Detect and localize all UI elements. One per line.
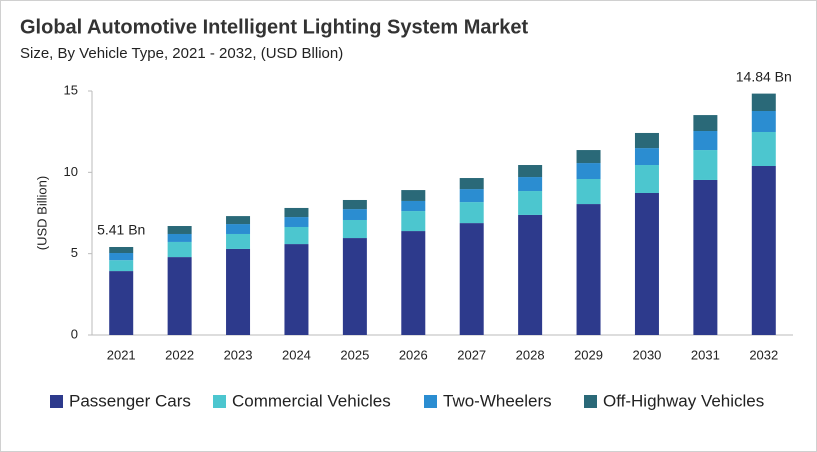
bar-segment (167, 226, 192, 234)
bar-segment (342, 238, 367, 335)
bar-segment (167, 233, 192, 242)
bar-segment (167, 257, 192, 335)
bar-segment (401, 211, 426, 232)
x-tick-label: 2025 (340, 347, 369, 362)
legend-swatch (50, 395, 63, 408)
bar-segment (342, 199, 367, 210)
bar-segment (634, 192, 659, 335)
bar-segment (284, 244, 309, 335)
legend-swatch (213, 395, 226, 408)
bar-segment (693, 179, 718, 335)
x-tick-label: 2030 (632, 347, 661, 362)
bar-segment (576, 150, 601, 164)
bar-segment (693, 115, 718, 132)
bar-segment (459, 223, 484, 335)
bar-segment (518, 177, 543, 192)
bar-segment (342, 219, 367, 239)
legend-label: Two-Wheelers (443, 391, 552, 410)
bar-segment (518, 165, 543, 178)
bar-segment (401, 200, 426, 212)
x-tick-label: 2021 (107, 347, 136, 362)
total-label: 5.41 Bn (97, 222, 145, 238)
legend-swatch (424, 395, 437, 408)
bar-segment (109, 246, 134, 254)
bar-segment (693, 150, 718, 180)
chart-subtitle: Size, By Vehicle Type, 2021 - 2032, (USD… (20, 45, 343, 62)
bar-segment (284, 217, 309, 227)
bar-segment (401, 231, 426, 335)
x-tick-label: 2024 (282, 347, 311, 362)
x-tick-label: 2023 (224, 347, 253, 362)
x-tick-label: 2027 (457, 347, 486, 362)
x-tick-label: 2026 (399, 347, 428, 362)
y-tick-label: 0 (71, 326, 78, 341)
bar-segment (167, 241, 192, 258)
y-tick-label: 5 (71, 245, 78, 260)
bar-segment (634, 148, 659, 166)
x-tick-label: 2031 (691, 347, 720, 362)
bar-segment (751, 111, 776, 132)
bar-segment (518, 214, 543, 335)
x-tick-label: 2022 (165, 347, 194, 362)
y-tick-label: 10 (64, 164, 78, 179)
bar-segment (342, 209, 367, 220)
y-axis-label: (USD Billion) (34, 176, 49, 250)
bar-segment (459, 202, 484, 224)
bar-segment (751, 165, 776, 335)
bar-segment (109, 253, 134, 261)
bar-segment (518, 191, 543, 215)
x-tick-label: 2032 (749, 347, 778, 362)
bar-segment (401, 190, 426, 201)
legend-label: Passenger Cars (69, 391, 191, 410)
bar-segment (634, 165, 659, 193)
bar-segment (576, 204, 601, 335)
legend-label: Commercial Vehicles (232, 391, 391, 410)
bar-segment (751, 93, 776, 112)
total-label: 14.84 Bn (736, 68, 792, 84)
legend-swatch (584, 395, 597, 408)
bar-segment (284, 226, 309, 245)
bar-segment (226, 224, 251, 234)
bar-segment (693, 131, 718, 151)
x-tick-label: 2029 (574, 347, 603, 362)
bar-segment (226, 248, 251, 335)
chart-title: Global Automotive Intelligent Lighting S… (20, 16, 529, 38)
y-tick-label: 15 (64, 82, 78, 97)
bar-segment (109, 271, 134, 335)
bar-segment (576, 163, 601, 180)
bar-segment (576, 179, 601, 205)
bar-segment (226, 233, 251, 249)
bar-segment (459, 189, 484, 203)
bar-segment (751, 131, 776, 166)
bar-segment (459, 178, 484, 190)
bar-segment (109, 260, 134, 272)
bar-segment (634, 132, 659, 149)
bar-segment (284, 207, 309, 218)
legend-label: Off-Highway Vehicles (603, 391, 764, 410)
x-tick-label: 2028 (516, 347, 545, 362)
bar-segment (226, 216, 251, 225)
